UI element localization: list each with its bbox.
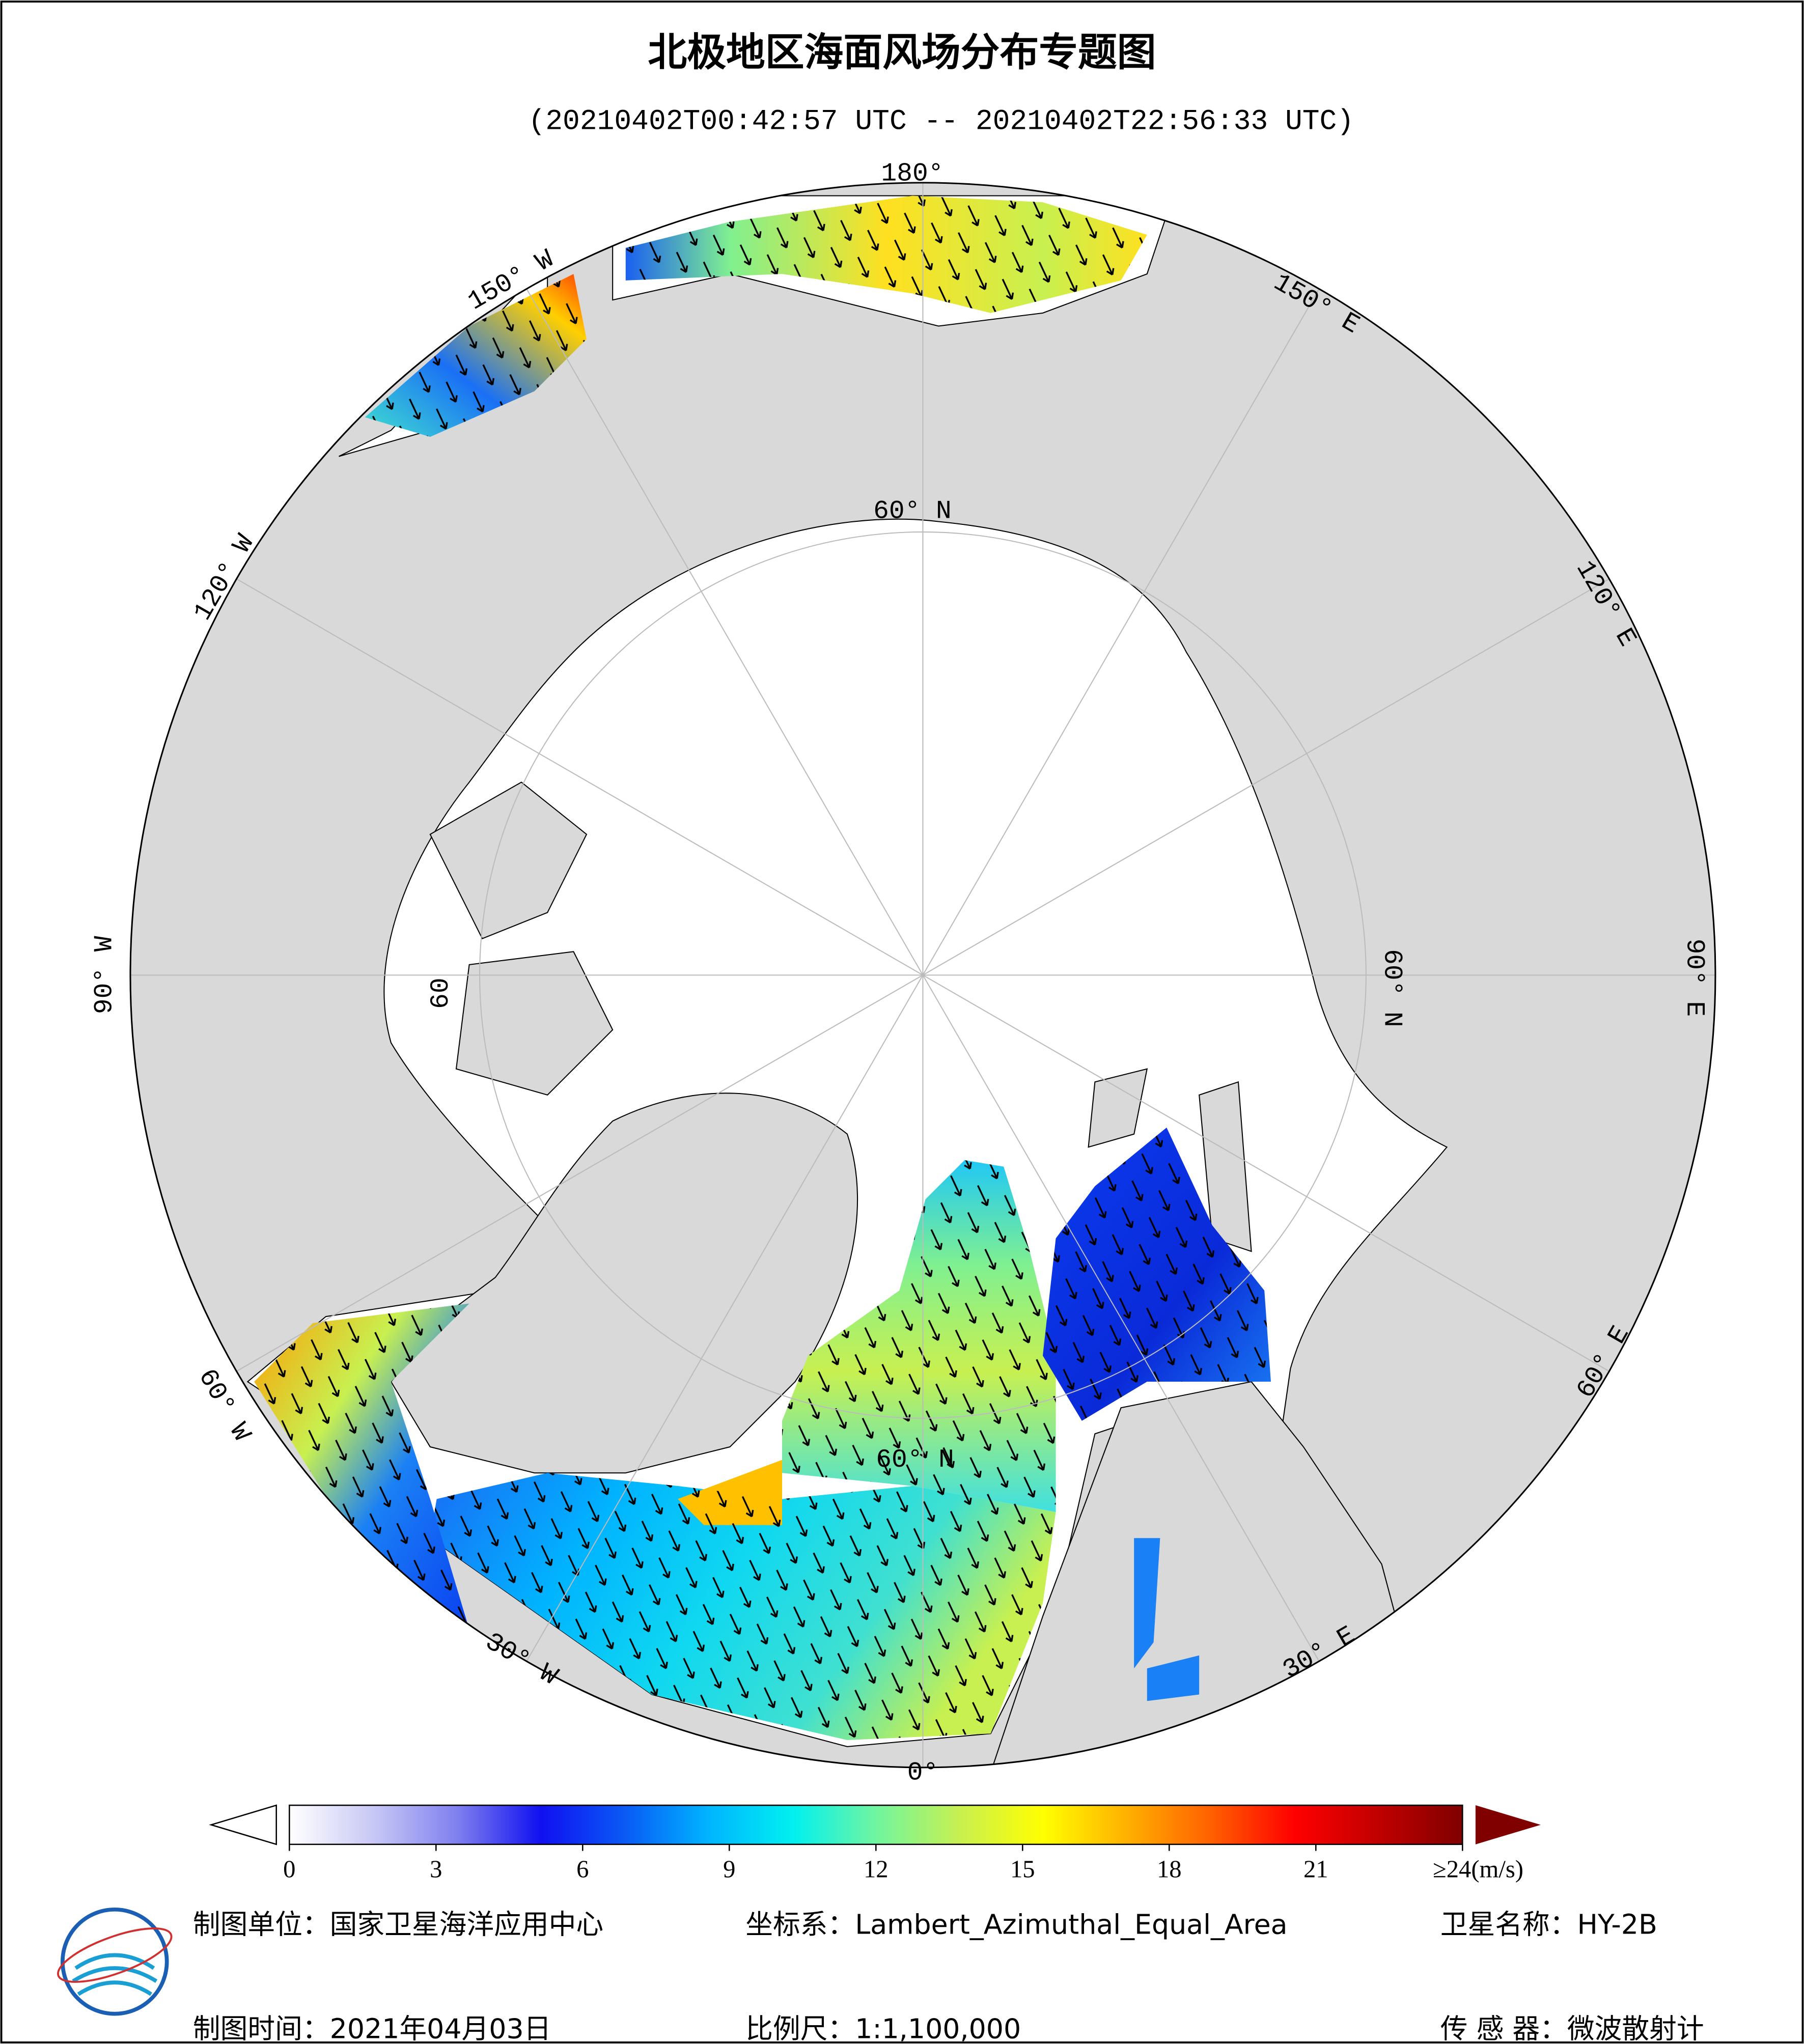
- footer-unit: 制图单位：国家卫星海洋应用中心: [193, 1909, 603, 1941]
- graticule: [130, 182, 1715, 1768]
- graticule-label: 60: [426, 977, 456, 1009]
- footer-scale: 比例尺：1:1,100,000: [745, 2013, 1021, 2044]
- archipelago: [429, 781, 1252, 1252]
- footer-projection: 坐标系：Lambert_Azimuthal_Equal_Area: [745, 1909, 1287, 1941]
- meridian: [236, 578, 923, 976]
- meridian: [922, 578, 1609, 976]
- meridian: [526, 288, 924, 975]
- meridian: [922, 974, 1320, 1662]
- colorbar-tick-label: 21: [1303, 1856, 1328, 1883]
- colorbar-scale: [289, 1804, 1463, 1845]
- graticule-label: 60° N: [873, 497, 952, 526]
- title: 北极地区海面风场分布专题图: [648, 30, 1156, 75]
- map-border: [129, 182, 1716, 1769]
- colorbar-tick-label: 6: [576, 1856, 589, 1883]
- graticule-label: 0°: [907, 1758, 938, 1788]
- colorbar-tick-label: 0: [283, 1856, 295, 1883]
- map: [130, 182, 1715, 1768]
- colorbar-under: [209, 1804, 277, 1845]
- colorbar-tick-label: 9: [723, 1856, 735, 1883]
- colorbar-tick-label: 15: [1010, 1856, 1035, 1883]
- graticule-label: 90° W: [90, 936, 119, 1014]
- logo: [57, 1908, 173, 2016]
- colorbar-tick-label: ≥24(m/s): [1433, 1856, 1523, 1883]
- wind-baltic: [1134, 1538, 1200, 1701]
- graticule-label: 180°: [881, 159, 944, 188]
- colorbar-tick-label: 12: [864, 1856, 889, 1883]
- meridian: [526, 974, 924, 1662]
- graticule-label: 60° N: [1377, 949, 1407, 1027]
- colorbar-over: [1475, 1805, 1541, 1844]
- footer-date: 制图时间：2021年04月03日: [193, 2013, 551, 2044]
- colorbar: 0 3 6 9 12 15 18 21 ≥24(m/s): [209, 1804, 1541, 1883]
- graticule-label: 60° N: [876, 1445, 954, 1475]
- subtitle: (20210402T00:42:57 UTC -- 20210402T22:56…: [528, 105, 1354, 137]
- footer-satellite: 卫星名称：HY-2B: [1440, 1909, 1657, 1941]
- colorbar-tick-label: 18: [1157, 1856, 1182, 1883]
- colorbar-tick-label: 3: [430, 1856, 442, 1883]
- graticule-label: 90° E: [1679, 939, 1709, 1017]
- wind-arrows: [254, 195, 1271, 1741]
- meridian: [922, 974, 1609, 1372]
- meridian: [922, 288, 1320, 975]
- footer-sensor: 传 感 器：微波散射计: [1440, 2013, 1704, 2044]
- greenland: [390, 1093, 858, 1474]
- meridian: [236, 974, 923, 1372]
